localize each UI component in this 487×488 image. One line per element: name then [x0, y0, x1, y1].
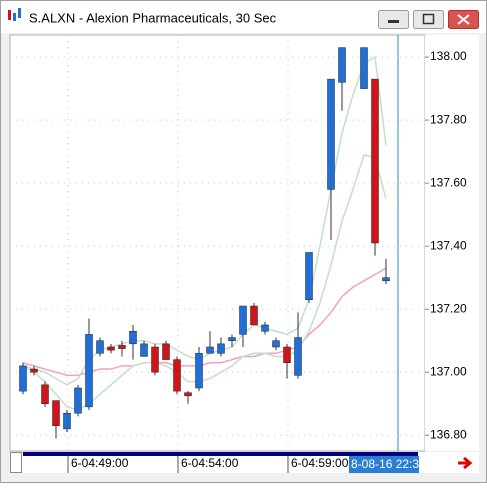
candle-body: [360, 47, 368, 89]
scroll-right-arrow[interactable]: [458, 456, 473, 470]
y-tick-label: 138.00: [430, 49, 467, 63]
candle-body: [206, 346, 214, 354]
candle-body: [85, 334, 93, 408]
candle-body: [151, 346, 159, 373]
cursor-label: 8-08-16 22:34:00: [351, 457, 443, 471]
scroll-box[interactable]: [10, 452, 22, 473]
y-tick-label: 137.80: [430, 112, 467, 126]
y-tick-label: 137.40: [430, 238, 467, 252]
x-tick-label: 6-04:59:00: [291, 456, 349, 470]
maximize-button[interactable]: [413, 10, 444, 29]
candle-body: [217, 343, 225, 354]
candle-body: [184, 392, 192, 397]
candle-body: [19, 365, 27, 392]
candle-body: [305, 252, 313, 300]
x-tick-label: 6-04:49:00: [71, 456, 129, 470]
candle-body: [294, 337, 302, 376]
candle-body: [338, 47, 346, 83]
candle-body: [52, 400, 60, 427]
candle-body: [272, 340, 280, 348]
price-axis: [425, 35, 479, 451]
close-button[interactable]: [448, 10, 479, 29]
candle-body: [371, 78, 379, 244]
candle-body: [195, 353, 203, 389]
candle-body: [261, 324, 269, 332]
candle-body: [250, 305, 258, 326]
y-tick-label: 136.80: [430, 427, 467, 441]
candle-body: [327, 78, 335, 190]
window-title: S.ALXN - Alexion Pharmaceuticals, 30 Sec: [29, 10, 277, 25]
candle-body: [41, 384, 49, 404]
cursor-label-box: [349, 456, 419, 473]
candle-body: [162, 343, 170, 360]
y-tick-label: 137.60: [430, 175, 467, 189]
indicator-line: [22, 267, 387, 377]
y-tick-label: 137.00: [430, 364, 467, 378]
indicator-line: [22, 55, 387, 386]
y-tick-label: 137.20: [430, 301, 467, 315]
candle-body: [107, 346, 115, 351]
candle-body: [228, 337, 236, 341]
candle-body: [382, 277, 390, 282]
plot-area: [9, 34, 426, 452]
candle-body: [129, 330, 137, 345]
candle-body: [30, 368, 38, 373]
candle-body: [239, 305, 247, 335]
x-tick-label: 6-04:54:00: [181, 456, 239, 470]
candle-body: [63, 412, 71, 430]
candle-body: [96, 340, 104, 354]
minimize-button[interactable]: [378, 10, 409, 29]
app-icon: [8, 8, 21, 21]
candle-body: [118, 345, 126, 349]
candle-body: [74, 387, 82, 414]
candle-body: [173, 359, 181, 392]
candle-body: [283, 346, 291, 364]
scroll-bar[interactable]: [23, 452, 418, 456]
indicator-line: [22, 153, 387, 411]
candle-body: [140, 343, 148, 357]
